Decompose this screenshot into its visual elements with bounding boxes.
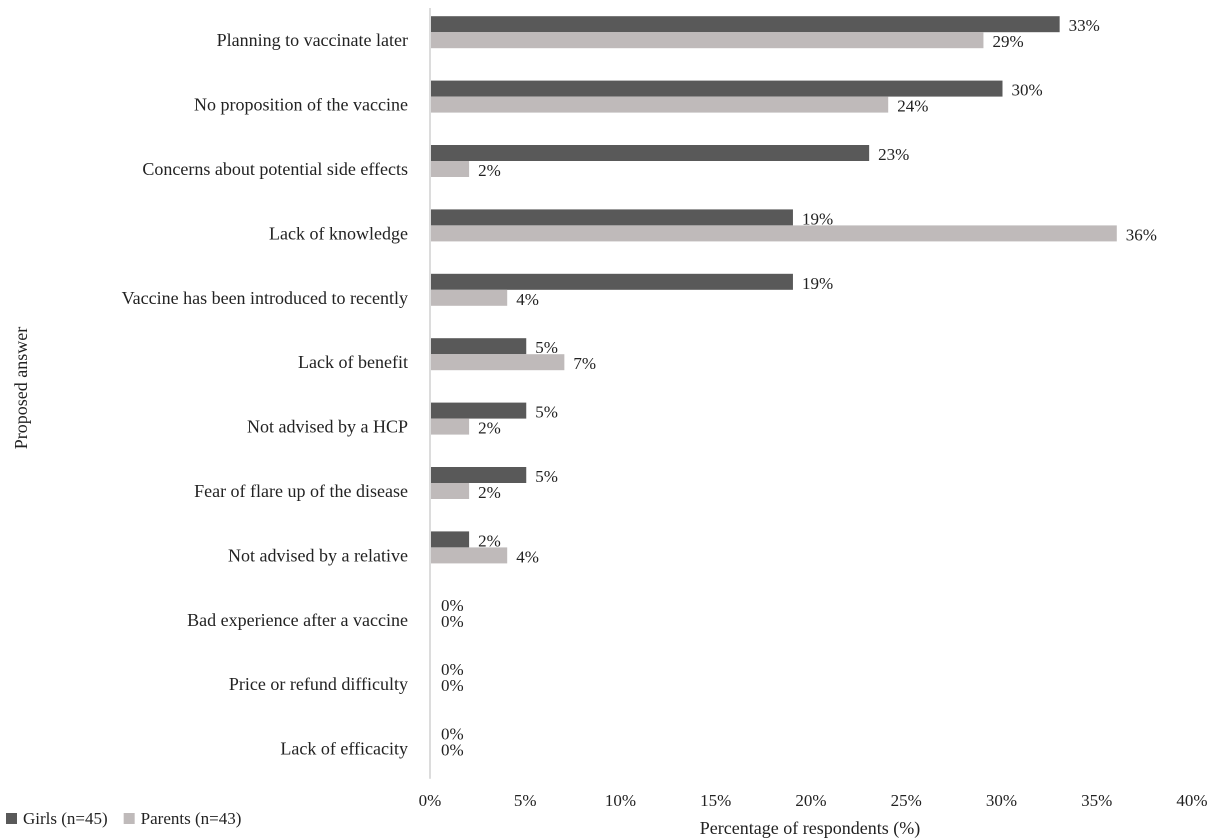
category-label: Concerns about potential side effects (142, 159, 408, 179)
bar-parents (431, 289, 508, 306)
legend-swatch (123, 813, 135, 824)
category-label: Not advised by a relative (228, 545, 408, 565)
data-label: 0% (441, 676, 464, 695)
legend-swatch (6, 813, 17, 824)
category-label: Lack of efficacity (280, 739, 408, 759)
category-label: Vaccine has been introduced to recently (122, 288, 408, 308)
x-tick-label: 15% (700, 791, 731, 810)
category-label: No proposition of the vaccine (194, 95, 408, 115)
category-label: Not advised by a HCP (247, 417, 408, 437)
data-label: 2% (478, 161, 501, 180)
data-label: 7% (573, 354, 596, 373)
data-label: 4% (516, 290, 539, 309)
data-label: 0% (441, 612, 464, 631)
bar-girls (431, 531, 470, 548)
data-label: 4% (516, 547, 539, 566)
bar-girls (431, 338, 527, 355)
bar-girls (431, 80, 1003, 97)
bar-parents (431, 547, 508, 564)
plot-area: Planning to vaccinate later 33% 29% No prop… (122, 8, 1157, 779)
data-label: 2% (478, 531, 501, 550)
x-tick-label: 25% (891, 791, 922, 810)
x-axis-ticks: 0% 5% 10% 15% 20% 25% 30% 35% 40% (419, 791, 1208, 810)
legend-label: Parents (n=43) (141, 809, 242, 828)
legend-label: Girls (n=45) (23, 809, 108, 828)
y-axis-title: Proposed answer (11, 327, 31, 449)
bar-girls (431, 145, 870, 161)
x-tick-label: 10% (605, 791, 636, 810)
data-label: 2% (478, 483, 501, 502)
category-label: Price or refund difficulty (229, 674, 408, 694)
bar-parents (431, 354, 565, 371)
data-label: 0% (441, 741, 464, 760)
data-label: 29% (992, 32, 1023, 51)
legend-item: Parents (n=43) (123, 809, 242, 828)
data-label: 36% (1126, 225, 1157, 244)
legend: Girls (n=45) Parents (n=43) (6, 809, 241, 828)
bar-girls (431, 16, 1060, 33)
data-label: 33% (1069, 16, 1100, 35)
data-label: 5% (535, 338, 558, 357)
data-label: 23% (878, 145, 909, 164)
data-label: 5% (535, 403, 558, 422)
x-tick-label: 35% (1081, 791, 1112, 810)
bar-parents (431, 418, 470, 435)
bar-girls (431, 402, 527, 419)
data-label: 19% (802, 209, 833, 228)
data-label: 2% (478, 419, 501, 438)
category-label: Lack of benefit (298, 352, 408, 372)
bar-parents (431, 225, 1117, 242)
bar-parents (431, 483, 470, 499)
x-tick-label: 30% (986, 791, 1017, 810)
bar-parents (431, 96, 889, 113)
x-tick-label: 40% (1176, 791, 1207, 810)
x-axis-title: Percentage of respondents (%) (700, 818, 920, 838)
data-label: 0% (441, 596, 464, 615)
bar-girls (431, 273, 793, 290)
category-label: Lack of knowledge (269, 223, 408, 243)
data-label: 24% (897, 97, 928, 116)
legend-item: Girls (n=45) (6, 809, 108, 828)
bar-parents (431, 161, 470, 177)
x-tick-label: 20% (795, 791, 826, 810)
bar-girls (431, 467, 527, 483)
bar-girls (431, 209, 793, 226)
category-label: Planning to vaccinate later (217, 30, 408, 50)
data-label: 0% (441, 725, 464, 744)
data-label: 0% (441, 660, 464, 679)
bar-parents (431, 32, 984, 49)
x-tick-label: 5% (514, 791, 537, 810)
data-label: 30% (1012, 81, 1043, 100)
category-label: Bad experience after a vaccine (187, 610, 408, 630)
data-label: 5% (535, 467, 558, 486)
category-label: Fear of flare up of the disease (194, 481, 408, 501)
data-label: 19% (802, 274, 833, 293)
x-tick-label: 0% (419, 791, 442, 810)
